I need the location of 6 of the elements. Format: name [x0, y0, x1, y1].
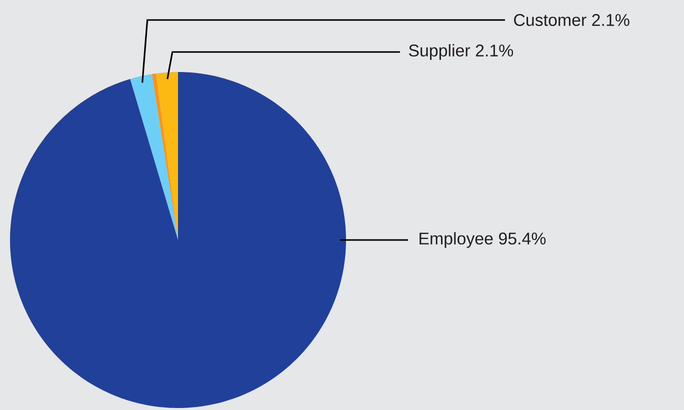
data-label: 2.1% [592, 14, 630, 26]
data-label: 95.4% [499, 232, 546, 245]
slice-label: Supplier [408, 44, 470, 60]
data-label: 2.1% [476, 44, 514, 56]
slice-label: Employee [420, 232, 493, 248]
slice-label: Customer [514, 14, 586, 26]
